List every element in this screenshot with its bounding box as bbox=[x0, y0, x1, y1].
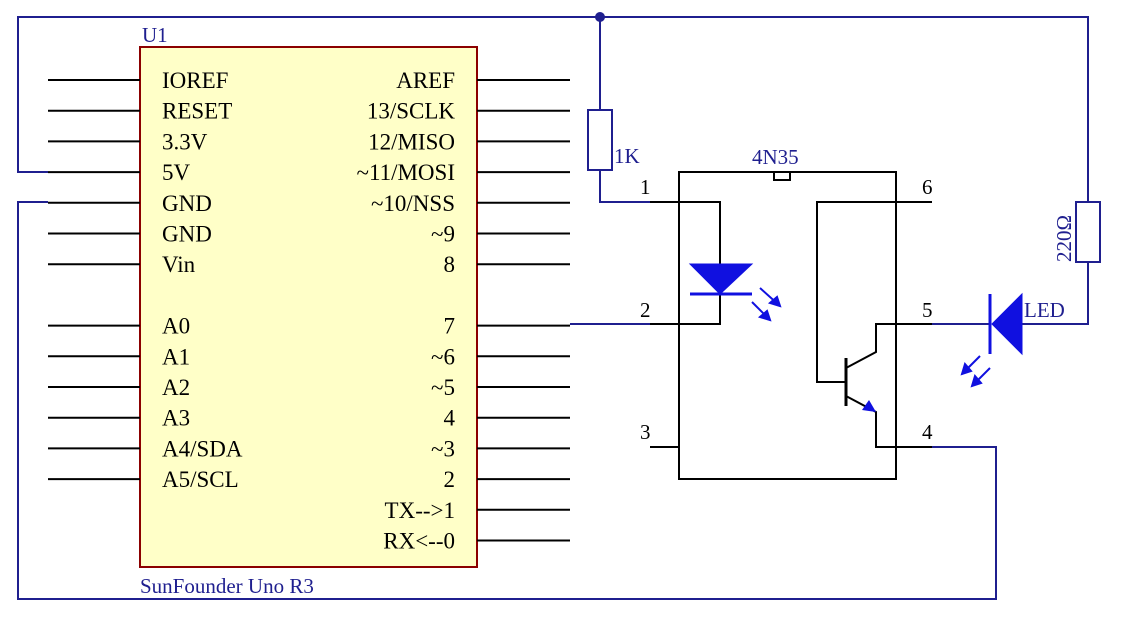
wire-220-to-led bbox=[1022, 262, 1089, 325]
board-left-pin-label: A2 bbox=[162, 375, 190, 400]
board-left-pins: IOREF RESET 3.3V 5V GND GND Vin A0 A1 A2 A3 A4/SDA A… bbox=[48, 68, 243, 492]
optocoupler: 4N35 bbox=[650, 145, 932, 480]
board-right-pin-label: AREF bbox=[396, 68, 455, 93]
board-left-pin-label: A5/SCL bbox=[162, 467, 239, 492]
opto-pin-numbers: 1 2 3 4 5 6 bbox=[640, 175, 933, 444]
wires bbox=[17, 16, 1089, 600]
board-left-pin-label: 5V bbox=[162, 160, 191, 185]
opto-pin-number: 3 bbox=[640, 420, 651, 444]
board-left-pin-label: IOREF bbox=[162, 68, 228, 93]
opto-diode-anode-wire bbox=[679, 201, 721, 264]
board-right-pin-label: 4 bbox=[444, 406, 456, 431]
opto-pin-number: 5 bbox=[922, 298, 933, 322]
board-right-pin-label: 12/MISO bbox=[368, 129, 455, 154]
board-left-pin-label: GND bbox=[162, 222, 212, 247]
board-right-pins: AREF 13/SCLK 12/MISO ~11/MOSI ~10/NSS ~9 8 7 ~6 ~… bbox=[357, 68, 570, 554]
board-right-pin-label: 7 bbox=[444, 314, 456, 339]
opto-pin-number: 1 bbox=[640, 175, 651, 199]
wire-1k-bottom bbox=[599, 170, 650, 203]
board-right-pin-label: 8 bbox=[444, 252, 456, 277]
opto-pin-number: 4 bbox=[922, 420, 933, 444]
opto-transistor-collector-wire bbox=[845, 323, 896, 369]
board-right-pin-label: ~11/MOSI bbox=[357, 160, 456, 185]
board-right-pin-label: 2 bbox=[444, 467, 456, 492]
led-label: LED bbox=[1024, 298, 1065, 322]
opto-name-label: 4N35 bbox=[752, 145, 799, 169]
opto-pin-number: 6 bbox=[922, 175, 933, 199]
board-left-pin-label: A4/SDA bbox=[162, 436, 243, 461]
led: LED bbox=[960, 292, 1065, 388]
opto-transistor-base-wire bbox=[816, 201, 896, 383]
opto-transistor-emitter-wire bbox=[845, 395, 896, 448]
emission-arrow-head bbox=[767, 295, 782, 308]
led-triangle bbox=[991, 292, 1023, 356]
board-right-pin-label: TX-->1 bbox=[385, 498, 455, 523]
board-right-pin-label: ~10/NSS bbox=[371, 191, 455, 216]
board-right-pin-label: ~9 bbox=[431, 222, 455, 247]
board-right-pin-label: ~3 bbox=[431, 436, 455, 461]
emission-arrow-head bbox=[960, 361, 973, 376]
opto-notch bbox=[773, 171, 791, 181]
board-name-label: SunFounder Uno R3 bbox=[140, 574, 314, 598]
board-left-pin-label: GND bbox=[162, 191, 212, 216]
resistor-220: 220Ω bbox=[1052, 201, 1101, 263]
board-left-pin-label: A1 bbox=[162, 344, 190, 369]
board-left-pin-label: 3.3V bbox=[162, 129, 208, 154]
board-left-pin-label: Vin bbox=[162, 252, 196, 277]
wire-gnd-loop bbox=[17, 201, 997, 600]
opto-ir-diode bbox=[688, 263, 782, 322]
transistor-emitter-arrow-icon bbox=[862, 400, 876, 412]
wire-5v-rail bbox=[17, 16, 1089, 202]
arduino-board: U1 IOREF RESET 3.3V 5V GND GND Vin A0 A1 A2 A3 A4/S… bbox=[48, 23, 570, 598]
emission-arrow-head bbox=[970, 373, 983, 388]
board-right-pin-label: RX<--0 bbox=[383, 529, 455, 554]
opto-diode-cathode-wire bbox=[679, 294, 721, 325]
board-left-pin-label: A0 bbox=[162, 314, 190, 339]
board-right-pin-label: ~5 bbox=[431, 375, 455, 400]
ir-emission-arrows bbox=[751, 287, 782, 322]
board-body bbox=[139, 46, 478, 568]
opto-body bbox=[678, 171, 897, 480]
board-ref-label: U1 bbox=[142, 23, 168, 47]
board-left-pin-label: A3 bbox=[162, 406, 190, 431]
resistor-1k-label: 1K bbox=[614, 144, 640, 168]
board-right-pin-label: ~6 bbox=[431, 344, 455, 369]
wire-junction-dot bbox=[595, 12, 605, 22]
ir-diode-triangle bbox=[688, 263, 754, 295]
led-emission-arrows bbox=[960, 355, 991, 388]
opto-pin-number: 2 bbox=[640, 298, 651, 322]
board-left-pin-label: RESET bbox=[162, 99, 232, 124]
resistor-220-label: 220Ω bbox=[1052, 215, 1076, 262]
emission-arrow-head bbox=[757, 309, 772, 322]
board-right-pin-label: 13/SCLK bbox=[367, 99, 456, 124]
resistor-1k: 1K bbox=[587, 109, 640, 171]
resistor-220-body bbox=[1075, 201, 1101, 263]
resistor-1k-body bbox=[587, 109, 613, 171]
